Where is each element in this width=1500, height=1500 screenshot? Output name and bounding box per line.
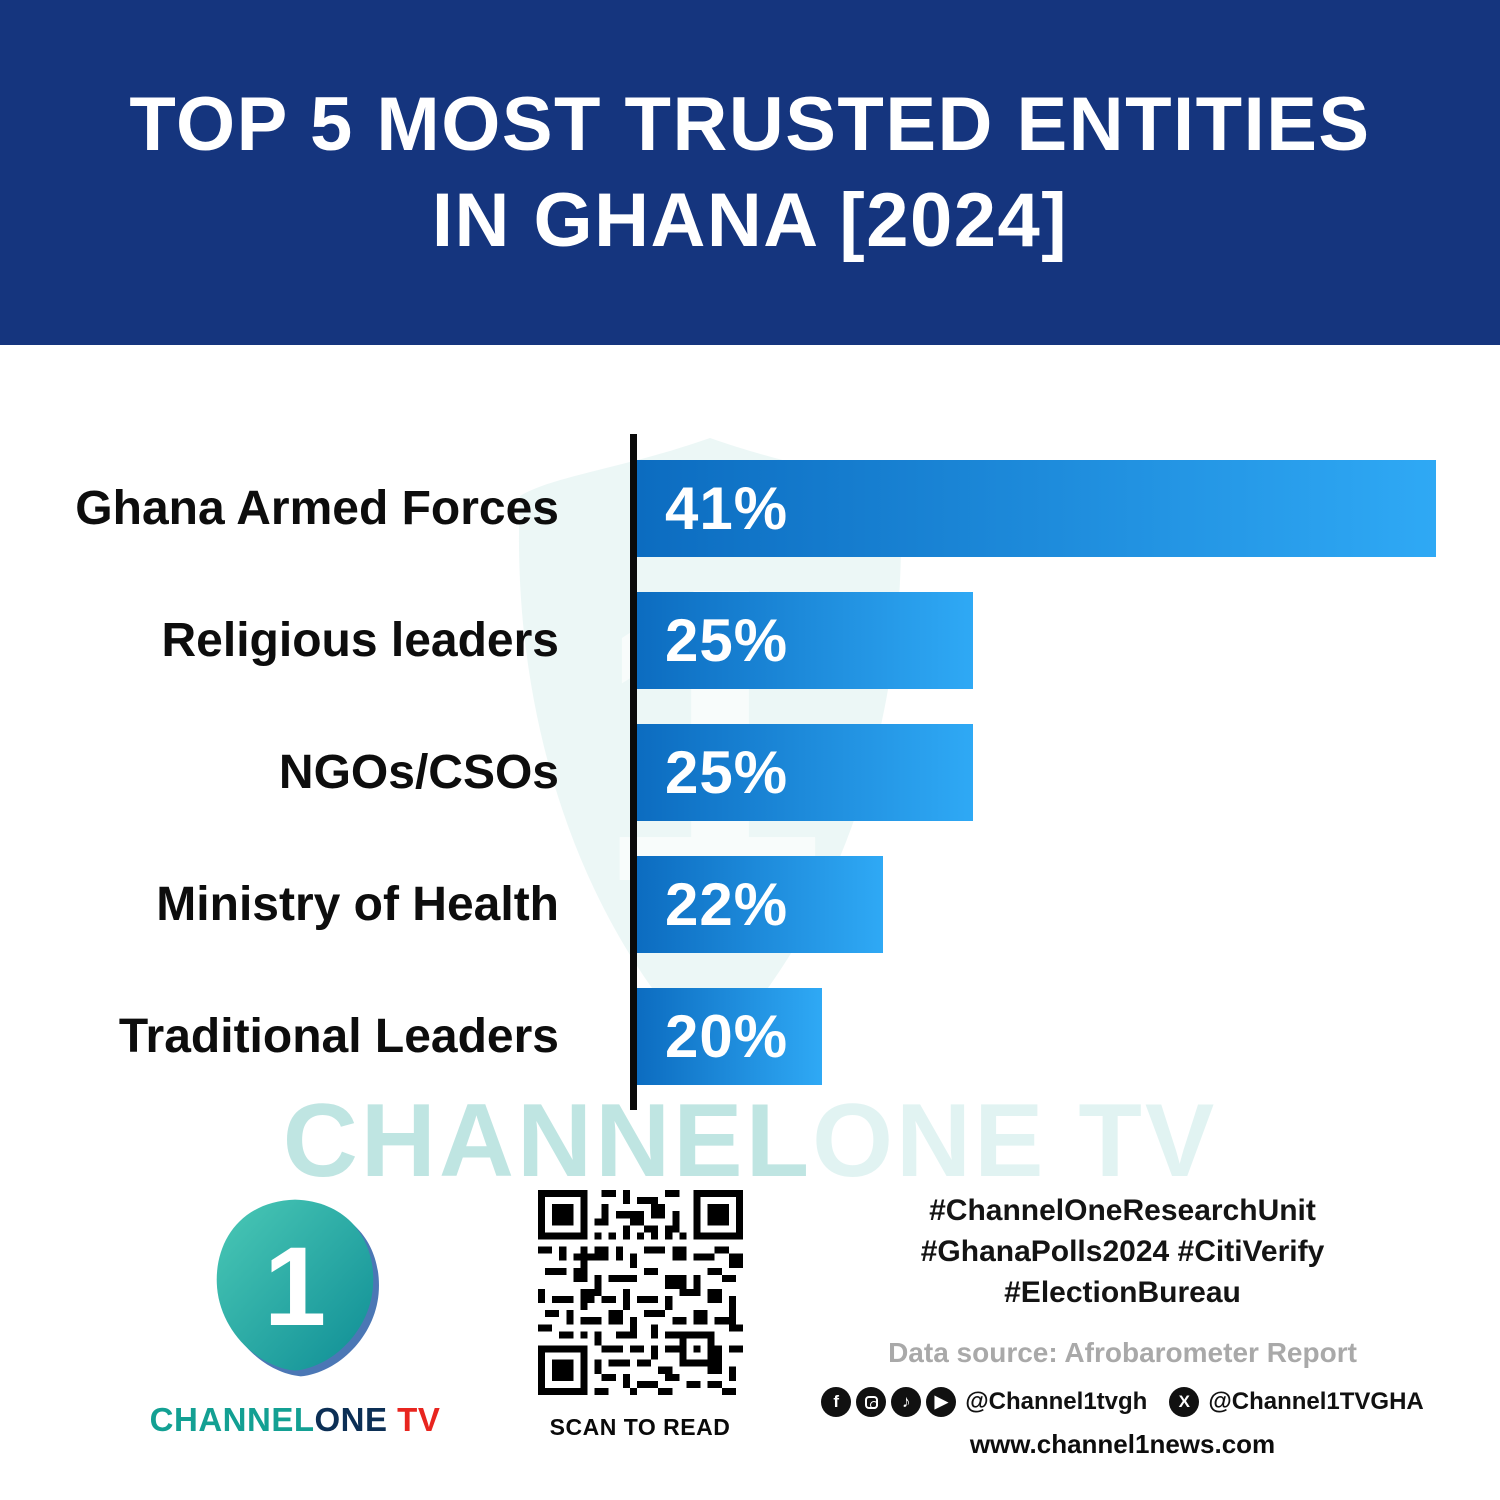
youtube-icon: ▶ bbox=[926, 1387, 957, 1417]
chart-row: Ghana Armed Forces 41% bbox=[0, 442, 1500, 574]
data-source: Data source: Afrobarometer Report bbox=[888, 1337, 1357, 1368]
wordmark-tv: TV bbox=[387, 1401, 441, 1438]
bar: 22% bbox=[637, 855, 884, 953]
qr-block: SCAN TO READ bbox=[515, 1190, 765, 1441]
brand-logo-block: 1 CHANNELONE TV bbox=[130, 1190, 460, 1439]
value-label: 25% bbox=[665, 738, 789, 806]
qr-caption: SCAN TO READ bbox=[549, 1414, 731, 1440]
wordmark-one: ONE bbox=[314, 1401, 388, 1438]
instagram-icon bbox=[856, 1387, 887, 1417]
bar: 25% bbox=[637, 723, 973, 821]
page-title-line2: IN GHANA [2024] bbox=[431, 177, 1069, 263]
chart-row: NGOs/CSOs 25% bbox=[0, 706, 1500, 838]
category-label: Traditional Leaders bbox=[118, 1009, 559, 1063]
bar: 20% bbox=[637, 987, 823, 1085]
hashtag-line-1: #ChannelOneResearchUnit bbox=[929, 1194, 1316, 1227]
qr-code bbox=[537, 1190, 743, 1395]
bar: 25% bbox=[637, 591, 973, 689]
watermark-channel: CHANNEL bbox=[282, 1083, 813, 1199]
footer: 1 CHANNELONE TV bbox=[0, 1190, 1500, 1460]
bar-zone: 20% bbox=[637, 987, 1436, 1085]
tiktok-icon: ♪ bbox=[891, 1387, 922, 1417]
chart-row: Religious leaders 25% bbox=[0, 574, 1500, 706]
value-label: 25% bbox=[665, 606, 789, 674]
chart-axis-line bbox=[630, 434, 637, 1110]
chart-row: Traditional Leaders 20% bbox=[0, 970, 1500, 1102]
logo-one-glyph: 1 bbox=[264, 1224, 326, 1349]
header-banner: TOP 5 MOST TRUSTED ENTITIES IN GHANA [20… bbox=[0, 0, 1500, 345]
wordmark-channel: CHANNEL bbox=[149, 1401, 315, 1438]
bar-zone: 22% bbox=[637, 855, 1436, 953]
chart-row: Ministry of Health 22% bbox=[0, 838, 1500, 970]
brand-watermark: CHANNELONE TV bbox=[0, 1082, 1500, 1201]
channel-one-logo-icon: 1 bbox=[216, 1199, 379, 1377]
hashtags: #ChannelOneResearchUnit #GhanaPolls2024 … bbox=[810, 1190, 1435, 1313]
watermark-one-tv: ONE TV bbox=[812, 1083, 1218, 1199]
category-label: Ministry of Health bbox=[156, 877, 559, 931]
category-label: Religious leaders bbox=[161, 613, 559, 667]
hashtag-line-3: #ElectionBureau bbox=[1004, 1276, 1241, 1309]
category-label: Ghana Armed Forces bbox=[75, 481, 559, 535]
bar: 41% bbox=[637, 459, 1436, 557]
bar-zone: 41% bbox=[637, 459, 1436, 557]
bar-chart: Ghana Armed Forces 41% Religious leaders… bbox=[0, 434, 1500, 1110]
category-label: NGOs/CSOs bbox=[278, 745, 559, 799]
hashtag-line-2: #GhanaPolls2024 #CitiVerify bbox=[920, 1235, 1325, 1268]
facebook-icon: f bbox=[821, 1387, 852, 1417]
brand-wordmark: CHANNELONE TV bbox=[130, 1401, 460, 1439]
page-title-line1: TOP 5 MOST TRUSTED ENTITIES bbox=[129, 81, 1371, 167]
bar-zone: 25% bbox=[637, 723, 1436, 821]
social-handle-main: @Channel1tvgh bbox=[965, 1388, 1148, 1415]
social-row: f ♪ ▶ @Channel1tvgh X @Channel1TVGHA bbox=[810, 1387, 1435, 1417]
bar-zone: 25% bbox=[637, 591, 1436, 689]
value-label: 22% bbox=[665, 870, 789, 938]
website-url: www.channel1news.com bbox=[969, 1429, 1276, 1459]
social-handle-x: @Channel1TVGHA bbox=[1208, 1388, 1424, 1415]
value-label: 20% bbox=[665, 1002, 789, 1070]
footer-info-block: #ChannelOneResearchUnit #GhanaPolls2024 … bbox=[810, 1190, 1435, 1460]
x-icon: X bbox=[1169, 1387, 1200, 1417]
value-label: 41% bbox=[665, 474, 789, 542]
